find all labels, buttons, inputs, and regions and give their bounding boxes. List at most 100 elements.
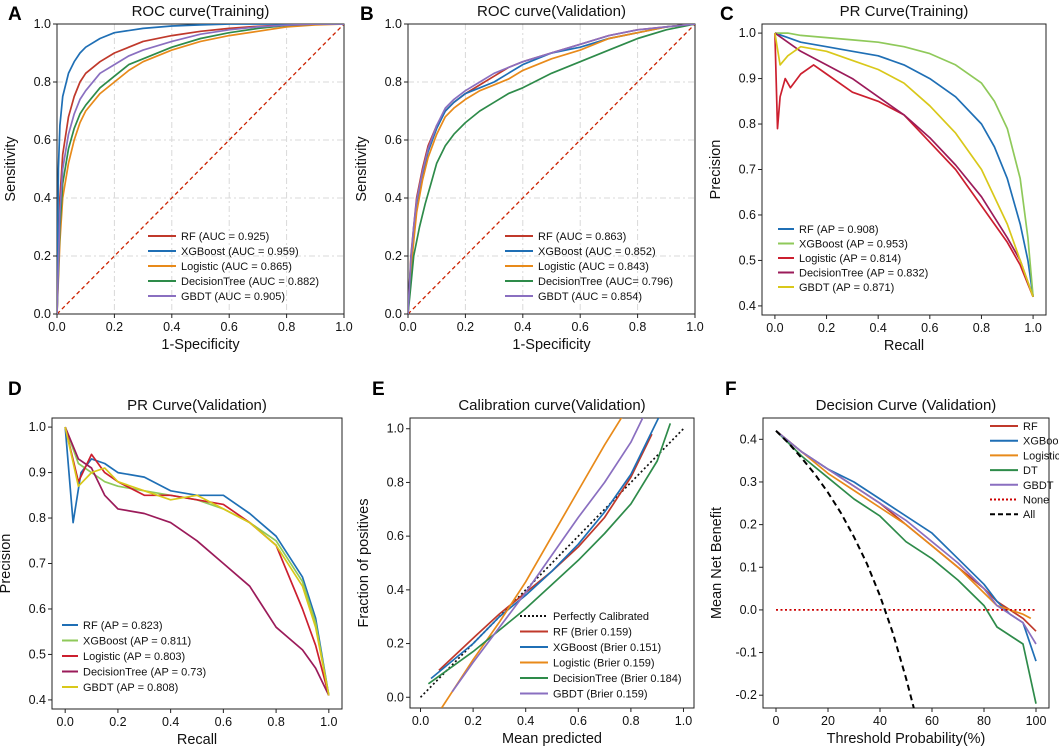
- legend-label: XGBoost (AUC = 0.852): [538, 246, 656, 258]
- y-tick-label: 0.4: [739, 299, 756, 313]
- x-tick-label: 0.0: [412, 714, 429, 728]
- y-axis-label: Sensitivity: [354, 136, 370, 202]
- panel-letter: B: [360, 4, 374, 25]
- series-group: [408, 24, 695, 314]
- y-axis-label: Precision: [708, 140, 724, 200]
- series-line-gbdt: [775, 430, 1037, 645]
- panel-letter: F: [725, 379, 737, 400]
- panel-letter: D: [8, 379, 22, 400]
- legend-label: Logistic (Brier 0.159): [553, 658, 655, 670]
- x-tick-label: 0: [773, 714, 780, 728]
- series-line-logistic: [774, 33, 1034, 298]
- y-tick-label: 0.6: [385, 133, 402, 147]
- plot-frame: [56, 23, 345, 315]
- y-tick-label: 0.6: [739, 208, 756, 222]
- series-group: [64, 426, 330, 696]
- x-tick-label: 1.0: [686, 320, 703, 334]
- series-line-logistic: [408, 24, 695, 314]
- panel-e: E Calibration curve(Validation) 0.0 0.2 0.4 0…: [356, 379, 695, 747]
- legend: RF (AUC = 0.925) XGBoost (AUC = 0.959) Log…: [148, 231, 319, 303]
- x-tick-label: 1.0: [335, 320, 352, 334]
- x-tick-label: 1.0: [320, 715, 337, 729]
- chart-title: ROC curve(Validation): [477, 3, 626, 20]
- legend: Perfectly Calibrated RF (Brier 0.159) XGBo…: [520, 611, 682, 701]
- legend-label: XGBoost (AUC = 0.959): [181, 246, 299, 258]
- panel-b: B ROC curve(Validation) 0.0 0.2 0.4 0.6 0.8 1.0…: [354, 3, 704, 353]
- series-group: [419, 418, 685, 708]
- y-tick-label: 0.0: [385, 307, 402, 321]
- chart-title: Calibration curve(Validation): [458, 397, 645, 414]
- x-tick-label: 0.2: [464, 714, 481, 728]
- y-tick-label: 0.0: [740, 603, 757, 617]
- x-tick-label: 1.0: [675, 714, 692, 728]
- x-tick-label: 100: [1026, 714, 1047, 728]
- y-tick-label: -0.1: [735, 646, 757, 660]
- series-line-decisiontree: [774, 32, 1034, 298]
- x-tick-label: 0.8: [622, 714, 639, 728]
- legend-label: Logistic (AUC = 0.843): [538, 261, 649, 273]
- panel-letter: E: [372, 379, 385, 400]
- y-tick-label: 0.4: [29, 693, 46, 707]
- series-line-gbdt: [451, 418, 644, 693]
- plot-frame: [409, 417, 695, 709]
- legend-label: RF (AP = 0.908): [799, 224, 879, 236]
- legend-label: DecisionTree (AP = 0.73): [83, 667, 206, 679]
- y-tick-label: 0.0: [34, 307, 51, 321]
- x-axis-label: Recall: [884, 338, 924, 354]
- legend-label: All: [1023, 509, 1035, 521]
- y-tick-label: 0.6: [34, 133, 51, 147]
- y-tick-label: 0.8: [34, 75, 51, 89]
- y-axis-label: Precision: [0, 534, 14, 594]
- panel-a: A ROC curve(Training) 0.0 0.2 0.4 0.6 0.8 1.0 0.…: [3, 3, 353, 353]
- y-tick-label: -0.2: [735, 688, 757, 702]
- legend-label: Logistic (AUC = 0.865): [181, 261, 292, 273]
- x-axis-label: 1-Specificity: [161, 337, 240, 353]
- x-tick-label: 60: [925, 714, 939, 728]
- y-tick-label: 0.5: [29, 647, 46, 661]
- x-tick-label: 0.4: [162, 715, 179, 729]
- series-line-decisiontree: [57, 24, 344, 314]
- legend-label: Perfectly Calibrated: [553, 611, 649, 623]
- x-tick-label: 0.8: [267, 715, 284, 729]
- y-tick-label: 1.0: [385, 17, 402, 31]
- x-tick-label: 0.4: [869, 321, 886, 335]
- panel-d: D PR Curve(Validation) 0.0 0.2 0.4 0.6 0.8 1.0 0…: [0, 379, 343, 748]
- y-tick-label: 0.8: [29, 511, 46, 525]
- series-group: [57, 24, 344, 314]
- plot-frame: [762, 417, 1050, 709]
- x-tick-label: 0.8: [973, 321, 990, 335]
- series-line-rf: [774, 32, 1034, 297]
- x-tick-label: 20: [821, 714, 835, 728]
- y-tick-label: 0.9: [739, 72, 756, 86]
- y-tick-label: 0.8: [385, 75, 402, 89]
- legend-label: DecisionTree (Brier 0.184): [553, 673, 682, 685]
- y-axis-label: Fraction of positives: [356, 499, 372, 628]
- x-axis-label: Threshold Probability(%): [827, 731, 986, 747]
- legend-label: DT: [1023, 465, 1038, 477]
- legend-label: XGBoost (Brier 0.151): [553, 642, 661, 654]
- legend: RF (AP = 0.908) XGBoost (AP = 0.953) Logis…: [778, 224, 928, 294]
- series-group: [775, 430, 1037, 708]
- y-tick-label: 0.0: [387, 690, 404, 704]
- legend-label: RF (AUC = 0.925): [181, 231, 269, 243]
- series-line-gbdt: [408, 24, 695, 314]
- y-tick-label: 0.6: [29, 602, 46, 616]
- y-tick-label: 1.0: [34, 17, 51, 31]
- x-tick-label: 0.2: [109, 715, 126, 729]
- y-tick-label: 0.2: [387, 637, 404, 651]
- y-tick-label: 0.2: [385, 249, 402, 263]
- series-line-xgboost: [57, 24, 344, 314]
- chart-title: PR Curve(Training): [840, 3, 969, 20]
- x-tick-label: 0.0: [56, 715, 73, 729]
- series-line-logistic: [775, 430, 1032, 620]
- x-tick-label: 0.2: [106, 320, 123, 334]
- legend-label: XGBoost: [1023, 436, 1059, 448]
- y-tick-label: 0.6: [387, 529, 404, 543]
- series-line-xgboost: [430, 418, 660, 680]
- y-tick-label: 0.3: [740, 475, 757, 489]
- series-line-decisiontree: [408, 24, 695, 314]
- x-tick-label: 0.2: [457, 320, 474, 334]
- legend-label: GBDT (AP = 0.871): [799, 282, 894, 294]
- panel-f: F Decision Curve (Validation) 0 20 40 60 80 100…: [709, 379, 1059, 747]
